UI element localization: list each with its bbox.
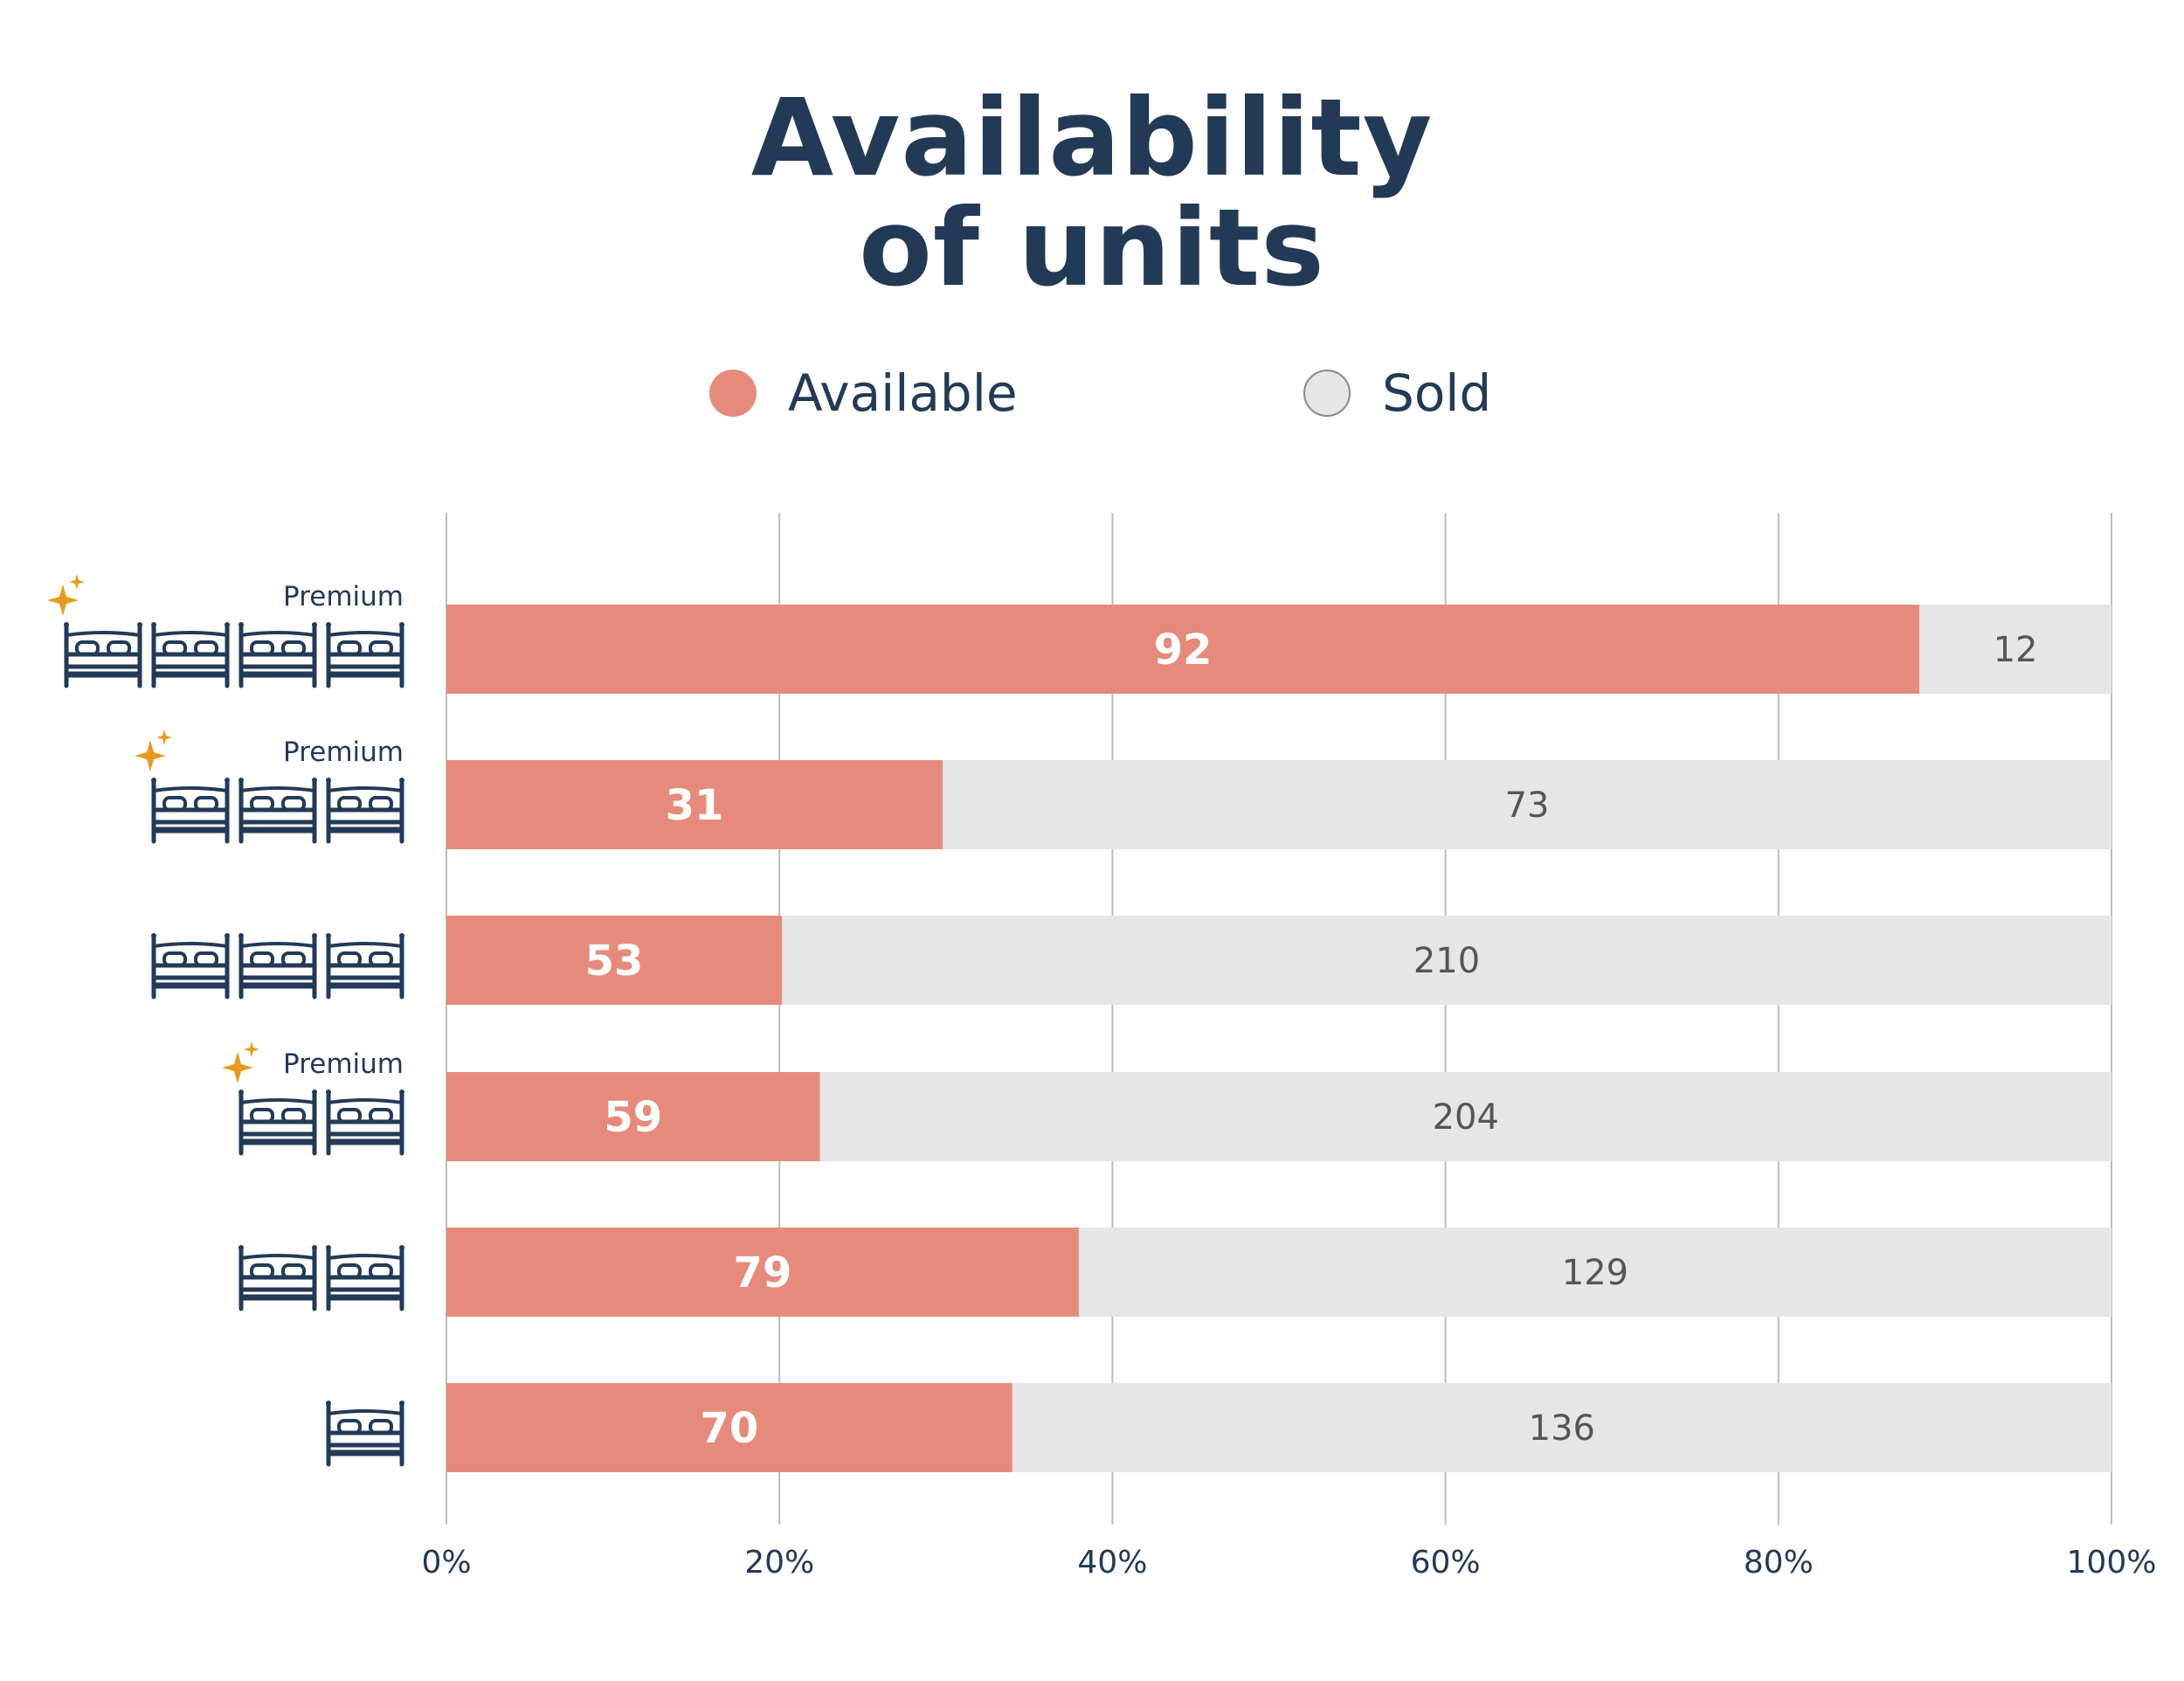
bed-icon <box>326 1401 404 1464</box>
bed-icon <box>326 778 404 841</box>
bed-icon <box>238 1245 317 1309</box>
x-tick-label: 40% <box>1077 1545 1147 1581</box>
category-label-row: Premium <box>47 574 404 686</box>
bed-icon <box>238 933 317 997</box>
data-label-available: 31 <box>666 781 724 830</box>
bed-icon <box>326 622 404 686</box>
sparkle-icon <box>222 1041 259 1083</box>
bar-available <box>446 916 783 1005</box>
data-label-available: 53 <box>585 937 644 986</box>
data-label-sold: 136 <box>1529 1408 1595 1449</box>
bed-icon <box>238 622 317 686</box>
category-label-row <box>326 1401 404 1464</box>
legend-swatch-available <box>709 370 757 417</box>
chart-title: Availability of units <box>0 83 2184 303</box>
bed-icon <box>326 1245 404 1309</box>
legend: Available Sold <box>0 358 2184 428</box>
x-tick-label: 60% <box>1411 1545 1481 1581</box>
bed-icon <box>151 778 230 841</box>
legend-label-available: Available <box>788 363 1018 423</box>
x-axis-ticks: 0% 20% 40% 60% 80% 100% <box>421 1545 2156 1581</box>
data-label-available: 92 <box>1154 626 1213 674</box>
bar-available <box>446 1383 1013 1472</box>
chart-title-line-1: Availability <box>750 76 1434 200</box>
category-label-row: Premium <box>135 730 404 841</box>
data-label-sold: 204 <box>1433 1097 1499 1138</box>
data-label-available: 59 <box>604 1093 662 1142</box>
legend-label-sold: Sold <box>1382 363 1492 423</box>
x-tick-label: 100% <box>2067 1545 2157 1581</box>
legend-swatch-sold <box>1303 370 1351 417</box>
x-tick-label: 0% <box>421 1545 471 1581</box>
bed-icon <box>64 622 142 686</box>
data-label-sold: 129 <box>1562 1253 1628 1293</box>
bar-available <box>446 1228 1079 1317</box>
bed-icon <box>238 1090 317 1153</box>
bars: 92 12 31 73 53 210 59 204 79 129 70 136 <box>446 605 2111 1472</box>
data-label-sold: 73 <box>1505 785 1550 826</box>
bed-icon <box>151 933 230 997</box>
legend-item-sold: Sold <box>1303 358 1491 428</box>
bar-available <box>446 1072 820 1161</box>
category-label-row <box>151 933 404 997</box>
bed-icon <box>326 1090 404 1153</box>
premium-label: Premium <box>283 1048 404 1080</box>
legend-item-available: Available <box>709 358 1018 428</box>
bed-icon <box>238 778 317 841</box>
category-icons: Premium Premium Premium <box>47 574 404 1464</box>
sparkle-icon <box>135 730 172 771</box>
bed-icon <box>151 622 230 686</box>
bar-available <box>446 760 943 849</box>
category-label-row: Premium <box>222 1041 404 1153</box>
data-label-sold: 12 <box>1994 630 2038 670</box>
premium-label: Premium <box>283 581 404 612</box>
premium-label: Premium <box>283 737 404 768</box>
data-label-sold: 210 <box>1413 941 1480 981</box>
x-tick-label: 20% <box>744 1545 814 1581</box>
sparkle-icon <box>47 574 85 616</box>
data-label-available: 70 <box>700 1404 758 1453</box>
category-label-row <box>238 1245 404 1309</box>
chart-title-line-2: of units <box>859 186 1325 310</box>
bed-icon <box>326 933 404 997</box>
bar-available <box>446 605 1920 694</box>
data-label-available: 79 <box>734 1249 792 1297</box>
x-tick-label: 80% <box>1744 1545 1814 1581</box>
